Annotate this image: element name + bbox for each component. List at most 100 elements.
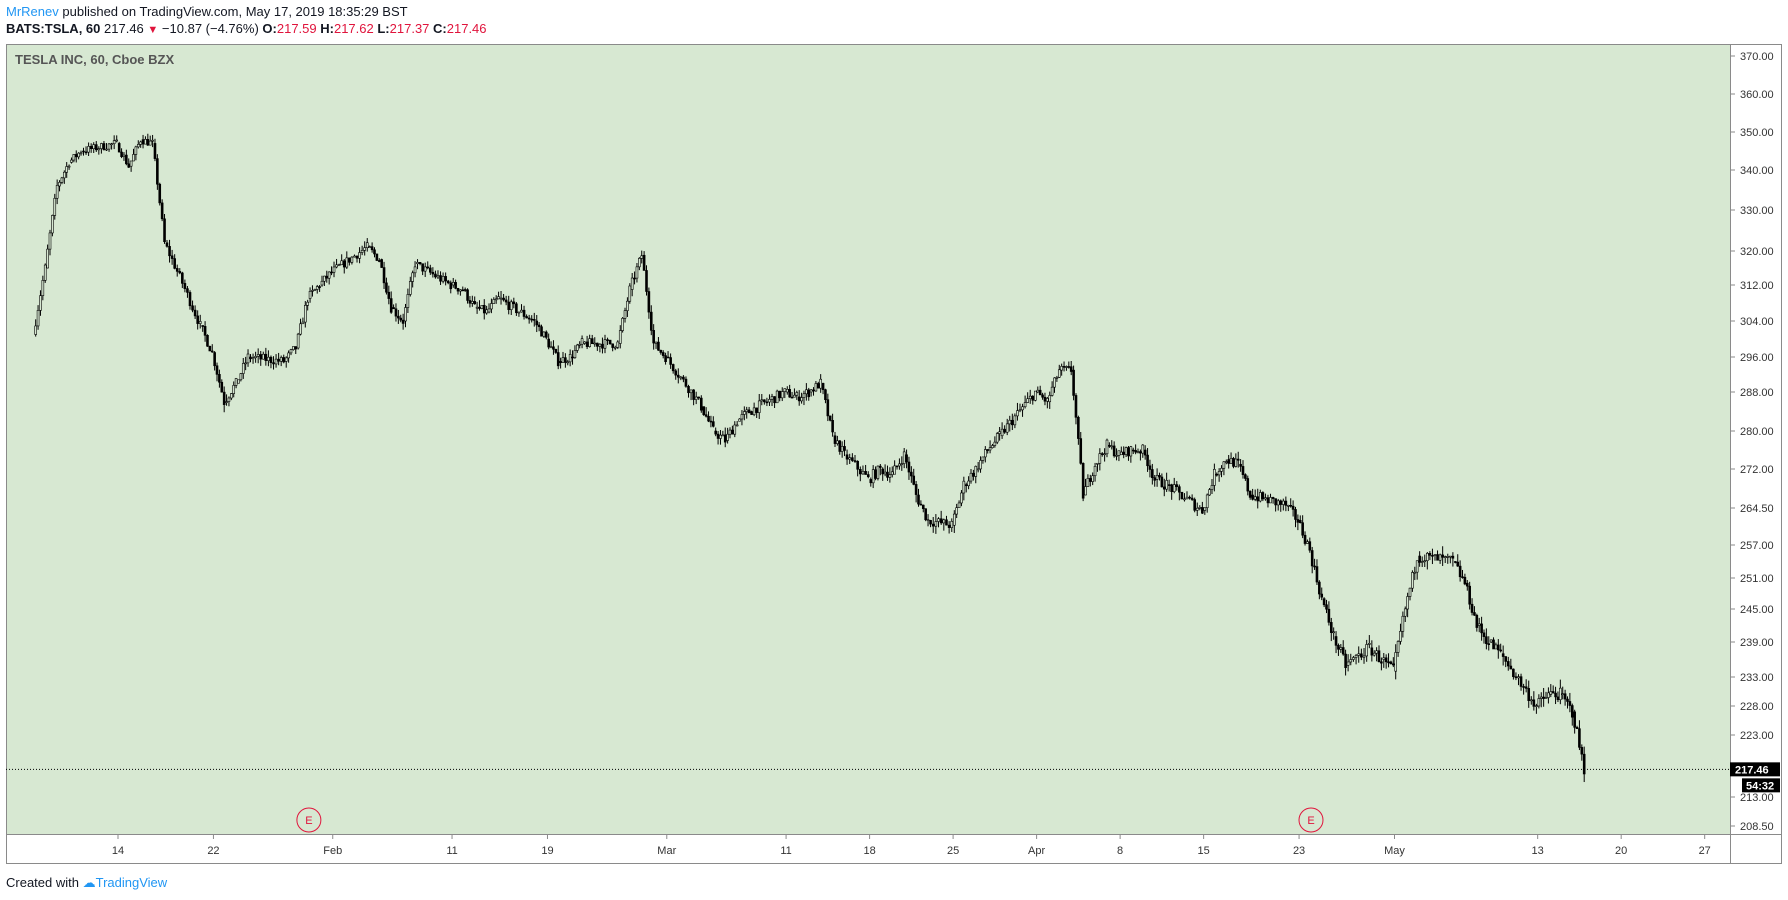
low-label: L: (377, 21, 390, 36)
earnings-marker-icon[interactable] (1298, 807, 1324, 833)
candle-body (1291, 505, 1295, 510)
candle-body (97, 148, 101, 151)
candle-body (1436, 554, 1439, 561)
candle-body (191, 305, 194, 311)
candle-body (838, 440, 842, 452)
candle-body (1222, 461, 1226, 469)
tradingview-brand-link[interactable]: TradingView (95, 875, 168, 890)
candle-body (566, 361, 570, 364)
candle-body (449, 282, 453, 290)
candle-body (807, 389, 811, 398)
candle-body (1377, 650, 1381, 663)
candle-body (363, 247, 366, 251)
candle-body (721, 434, 725, 437)
candle-body (1266, 497, 1270, 504)
candle-body (446, 280, 450, 284)
candle-body (549, 346, 553, 349)
candle-body (601, 343, 604, 349)
candle-body (1468, 585, 1471, 605)
candle-body (552, 346, 555, 350)
candle-body (869, 479, 873, 484)
candle-body (468, 300, 472, 304)
candle-body (893, 465, 896, 475)
author-link[interactable]: MrRenev (6, 4, 59, 19)
candle-body (1549, 691, 1553, 695)
candle-body (684, 378, 688, 387)
y-tick-label: 264.50 (1740, 503, 1774, 515)
candle-body (418, 262, 422, 265)
candle-body (365, 242, 369, 248)
x-tick-label: 22 (207, 845, 219, 857)
candle-body (937, 518, 940, 522)
candle-body (735, 424, 739, 427)
candle-body (375, 253, 379, 261)
candle-body (92, 144, 96, 149)
candle-body (335, 264, 338, 268)
candle-body (1313, 565, 1316, 568)
candle-body (554, 348, 558, 353)
candle-body (573, 350, 577, 358)
candle-body (246, 353, 250, 364)
candle-body (315, 286, 319, 290)
y-tick-label: 223.00 (1740, 730, 1774, 742)
candle-body (780, 391, 784, 399)
candle-body (256, 354, 260, 357)
candle-body (919, 503, 923, 506)
symbol-info: BATS:TSLA, 60 217.46 ▼ −10.87 (−4.76%) O… (6, 21, 487, 36)
candle-body (1298, 520, 1302, 523)
candle-body (1394, 652, 1398, 672)
candle-body (1346, 661, 1350, 666)
candle-body (299, 323, 302, 335)
candle-body (110, 143, 113, 146)
candle-body (74, 154, 78, 158)
candle-body (821, 382, 825, 390)
candle-body (1482, 632, 1486, 637)
candle-body (1136, 451, 1140, 453)
candle-body (389, 298, 393, 313)
candle-body (289, 349, 293, 354)
candle-body (1077, 417, 1080, 439)
candle-body (1148, 465, 1152, 470)
candle-body (332, 266, 336, 273)
candle-body (198, 321, 202, 324)
candle-body (1512, 668, 1515, 677)
candle-body (876, 465, 880, 479)
candle-body (1190, 497, 1194, 500)
candle-body (770, 396, 774, 400)
candle-body (1418, 555, 1421, 563)
candle-body (461, 289, 465, 292)
x-tick-label: May (1384, 845, 1405, 857)
candle-body (1269, 497, 1272, 504)
earnings-marker-icon[interactable] (296, 807, 322, 833)
candle-body (1487, 643, 1491, 645)
candle-body (1151, 469, 1154, 479)
candle-body (1580, 747, 1584, 755)
candle-body (743, 411, 746, 415)
candle-body (692, 389, 695, 400)
candle-body (380, 259, 383, 268)
candle-body (883, 471, 887, 475)
candle-body (208, 345, 212, 352)
symbol-label: BATS:TSLA, 60 (6, 21, 101, 36)
candle-body (466, 289, 469, 301)
y-tick-label: 350.00 (1740, 127, 1774, 139)
candle-body (824, 389, 827, 400)
candle-body (213, 352, 216, 367)
candle-body (360, 250, 364, 253)
candle-body (373, 249, 376, 255)
candle-body (311, 290, 314, 292)
candle-body (719, 434, 722, 439)
candle-body (1360, 653, 1363, 658)
candle-body (444, 276, 447, 282)
candle-body (1401, 615, 1405, 632)
candle-body (1011, 419, 1014, 426)
candle-body (1093, 466, 1097, 477)
candle-body (666, 356, 670, 359)
candle-body (1057, 369, 1061, 378)
candle-body (773, 396, 776, 404)
candle-body (1449, 555, 1452, 558)
candle-body (955, 507, 958, 515)
candle-body (851, 457, 854, 461)
candle-body (1079, 438, 1083, 464)
